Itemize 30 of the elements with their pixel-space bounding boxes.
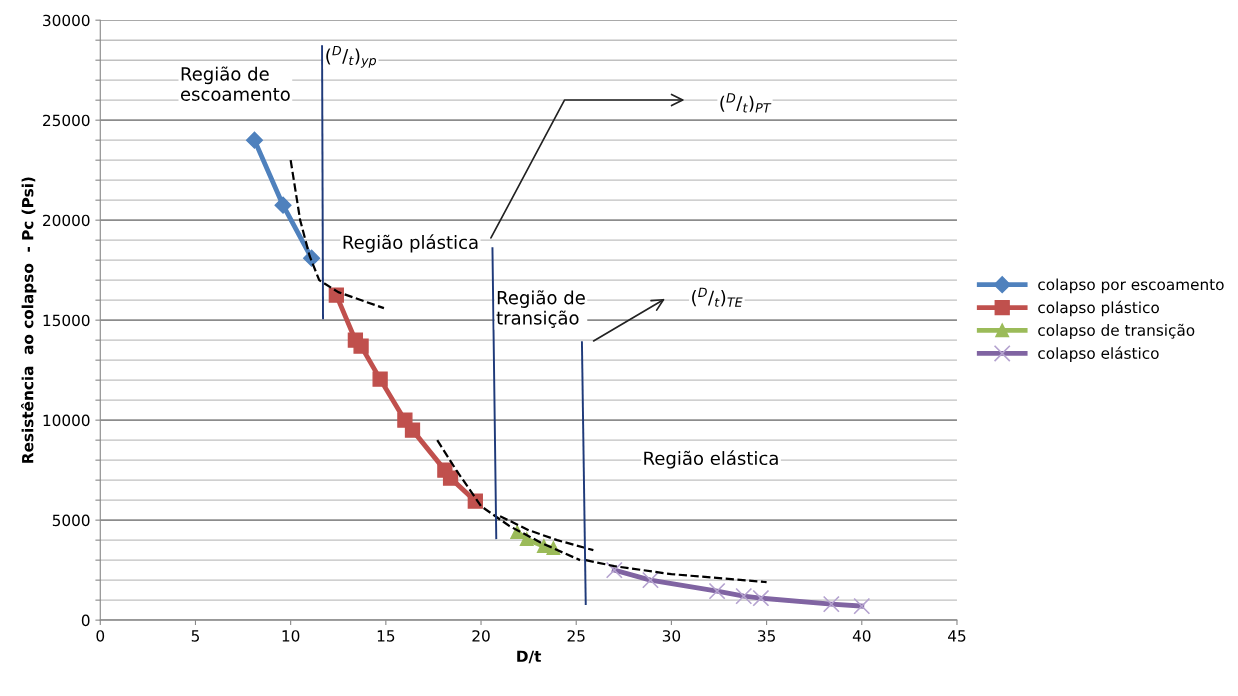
y-tick-label: 30000 xyxy=(43,14,90,27)
x-tick-label: 40 xyxy=(852,630,871,642)
legend-label: colapso plástico xyxy=(1038,300,1159,317)
annotation: Região de transição xyxy=(496,290,585,328)
x-tick-label: 35 xyxy=(758,630,775,642)
annotation: Região elástica xyxy=(644,450,778,469)
y-tick-label: 5000 xyxy=(52,514,90,527)
legend-label: colapso por escoamento xyxy=(1038,278,1224,294)
y-tick-label: 15000 xyxy=(43,314,90,327)
y-axis-title: Resistência ao colapso - Pc (Psi) xyxy=(21,177,37,463)
x-tick-label: 20 xyxy=(472,630,490,642)
annotation: ($^{D}$/$_{t}$)$_{TE}$ xyxy=(692,287,743,307)
x-tick-label: 0 xyxy=(96,630,105,642)
x-tick-label: 15 xyxy=(377,630,395,642)
legend-label: colapso de transição xyxy=(1038,323,1195,339)
y-tick-label: 0 xyxy=(81,614,90,627)
y-tick-label: 25000 xyxy=(43,114,90,127)
x-tick-label: 10 xyxy=(282,630,300,642)
x-axis-title: D/t xyxy=(517,650,542,664)
legend-label: colapso elástico xyxy=(1038,346,1159,362)
x-tick-label: 25 xyxy=(567,630,585,642)
annotation: ($^{D}$/$_{t}$)$_{PT}$ xyxy=(720,93,772,113)
annotation: ($^{D}$/$_{t}$)$_{yp}$ xyxy=(326,45,377,68)
y-tick-label: 20000 xyxy=(43,214,90,227)
x-tick-label: 45 xyxy=(948,630,966,642)
x-tick-label: 30 xyxy=(662,630,681,642)
x-tick-label: 5 xyxy=(191,630,199,642)
annotation: Região plástica xyxy=(343,234,478,253)
y-tick-label: 10000 xyxy=(43,414,90,427)
annotation: Região de escoamento xyxy=(180,66,290,101)
